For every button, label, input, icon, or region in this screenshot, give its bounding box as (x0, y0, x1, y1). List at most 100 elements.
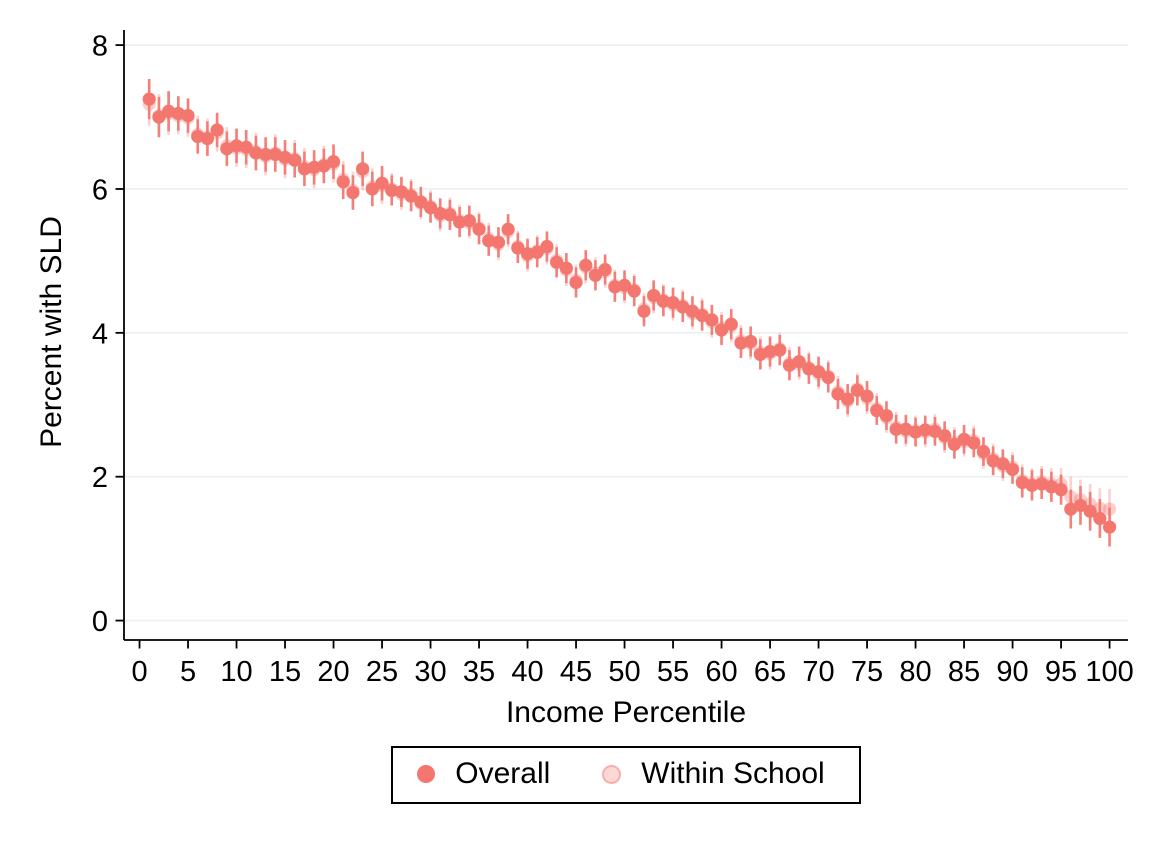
data-point-overall (385, 183, 399, 198)
x-tick-label: 55 (657, 656, 689, 688)
data-point-overall (714, 323, 729, 337)
data-point-overall (792, 355, 806, 369)
data-point-overall (365, 182, 379, 196)
data-point-overall (879, 408, 894, 423)
data-point-overall (656, 294, 670, 308)
data-point-overall (734, 336, 748, 350)
data-point-overall (181, 109, 195, 123)
data-point-overall (569, 275, 583, 290)
data-point-overall (918, 423, 932, 437)
within-school-marker-icon (602, 764, 622, 784)
x-tick-label: 10 (220, 656, 252, 688)
data-point-overall (501, 222, 515, 236)
data-point-overall (229, 139, 244, 153)
data-point-overall (647, 288, 661, 303)
legend-box: Overall Within School (391, 746, 861, 804)
data-point-overall (297, 162, 312, 176)
x-tick-label: 65 (754, 656, 786, 688)
y-tick-label: 8 (92, 31, 108, 63)
x-tick-label: 85 (948, 656, 980, 688)
legend-item-within-school: Within School (602, 757, 825, 791)
data-point-overall (472, 222, 486, 236)
data-point-overall (1005, 462, 1020, 477)
x-tick-label: 100 (1085, 656, 1133, 688)
data-point-overall (249, 146, 263, 160)
x-tick-label: 5 (180, 656, 196, 688)
data-point-overall (617, 278, 632, 292)
y-tick-label: 0 (92, 606, 108, 638)
x-tick-label: 35 (463, 656, 495, 688)
data-point-overall (1054, 483, 1068, 497)
data-point-overall (530, 245, 544, 259)
data-point-overall (947, 437, 961, 451)
data-point-overall (850, 383, 864, 397)
overall-marker-icon (417, 765, 436, 783)
data-point-overall (482, 234, 496, 248)
data-point-overall (1025, 478, 1039, 492)
data-point-overall (1073, 498, 1088, 513)
data-point-overall (259, 147, 273, 162)
data-point-overall (938, 429, 952, 443)
data-point-overall (744, 334, 758, 349)
data-point-overall (336, 175, 350, 189)
legend-label-within-school: Within School (641, 757, 825, 790)
data-point-overall (443, 208, 457, 222)
data-point-overall (627, 284, 641, 298)
data-point-overall (763, 344, 777, 359)
data-point-overall (1093, 511, 1107, 526)
data-point-overall (724, 317, 738, 331)
data-point-overall (433, 206, 447, 221)
data-point-overall (976, 444, 991, 459)
x-tick-label: 50 (608, 656, 640, 688)
data-point-overall (550, 255, 564, 269)
data-point-overall (200, 132, 215, 146)
data-point-overall (637, 304, 651, 318)
x-tick-label: 30 (414, 656, 446, 688)
data-point-overall (423, 201, 438, 215)
data-point-overall (210, 123, 224, 137)
data-point-overall (307, 160, 321, 174)
data-point-overall (860, 389, 874, 403)
data-point-overall (821, 370, 835, 385)
data-point-overall (462, 214, 476, 228)
x-tick-label: 60 (705, 656, 737, 688)
data-point-overall (870, 403, 884, 418)
data-point-overall (404, 189, 418, 203)
data-point-overall (598, 262, 612, 277)
x-tick-label: 45 (560, 656, 592, 688)
x-axis-title: Income Percentile (505, 696, 747, 729)
x-tick-label: 75 (851, 656, 883, 688)
data-point-overall (520, 247, 535, 261)
data-point-overall (326, 155, 341, 169)
data-point-overall (414, 195, 428, 209)
data-point-overall (811, 365, 826, 379)
x-tick-label: 90 (996, 656, 1028, 688)
y-tick-label: 4 (92, 318, 108, 350)
data-point-overall (889, 422, 903, 436)
data-point-overall (142, 92, 156, 106)
data-point-overall (375, 176, 389, 190)
data-point-overall (356, 162, 370, 176)
data-point-overall (1102, 520, 1117, 534)
legend: Overall Within School (124, 746, 1128, 804)
data-point-overall (491, 235, 506, 249)
x-tick-label: 70 (802, 656, 834, 688)
data-point-overall (346, 185, 360, 200)
data-point-overall (1083, 504, 1097, 518)
data-point-overall (967, 436, 981, 450)
y-tick-label: 2 (92, 462, 108, 494)
data-point-overall (559, 261, 573, 275)
y-axis-title: Percent with SLD (35, 216, 68, 448)
x-tick-label: 0 (131, 656, 147, 688)
data-point-overall (705, 313, 719, 327)
x-tick-label: 40 (511, 656, 543, 688)
data-point-overall (152, 110, 166, 124)
data-point-overall (608, 280, 622, 294)
x-tick-label: 15 (269, 656, 301, 688)
x-tick-label: 95 (1045, 656, 1077, 688)
data-point-overall (831, 387, 845, 401)
data-point-overall (996, 457, 1010, 471)
x-tick-label: 20 (317, 656, 349, 688)
